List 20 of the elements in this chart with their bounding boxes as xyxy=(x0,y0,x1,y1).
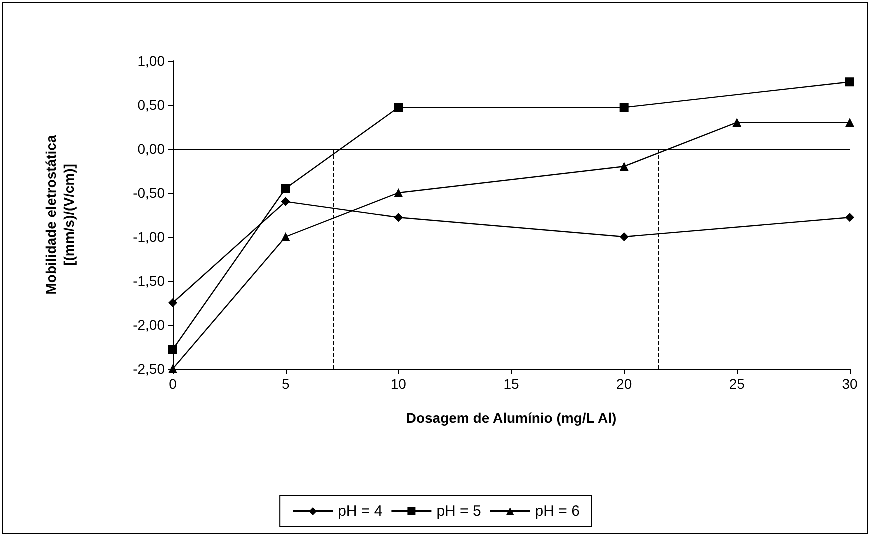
legend-label: pH = 6 xyxy=(535,503,580,520)
legend-label: pH = 5 xyxy=(436,503,482,520)
y-tick-label: 1,00 xyxy=(138,53,166,69)
x-tick-label: 20 xyxy=(616,376,632,392)
y-tick-label: -0,50 xyxy=(133,185,166,201)
x-tick-label: 0 xyxy=(169,376,178,392)
y-tick-label: -1,50 xyxy=(133,273,166,289)
x-axis-title: Dosagem de Alumínio (mg/L Al) xyxy=(406,410,617,426)
x-tick-label: 30 xyxy=(842,376,858,392)
y-axis-title: Mobilidade eletrostática [(mm/s)/(V/cm)] xyxy=(43,135,77,295)
y-tick-label: -2,50 xyxy=(133,361,166,377)
y-tick-label: -2,00 xyxy=(133,317,166,333)
x-tick-label: 15 xyxy=(504,376,520,392)
y-tick-label: 0,00 xyxy=(138,141,166,157)
x-tick-label: 10 xyxy=(390,376,407,392)
legend-label: pH = 4 xyxy=(338,503,383,520)
y-tick-label: -1,00 xyxy=(133,229,166,245)
x-tick-label: 25 xyxy=(729,376,746,392)
y-tick-label: 0,50 xyxy=(138,97,166,113)
x-tick-label: 5 xyxy=(282,376,290,392)
